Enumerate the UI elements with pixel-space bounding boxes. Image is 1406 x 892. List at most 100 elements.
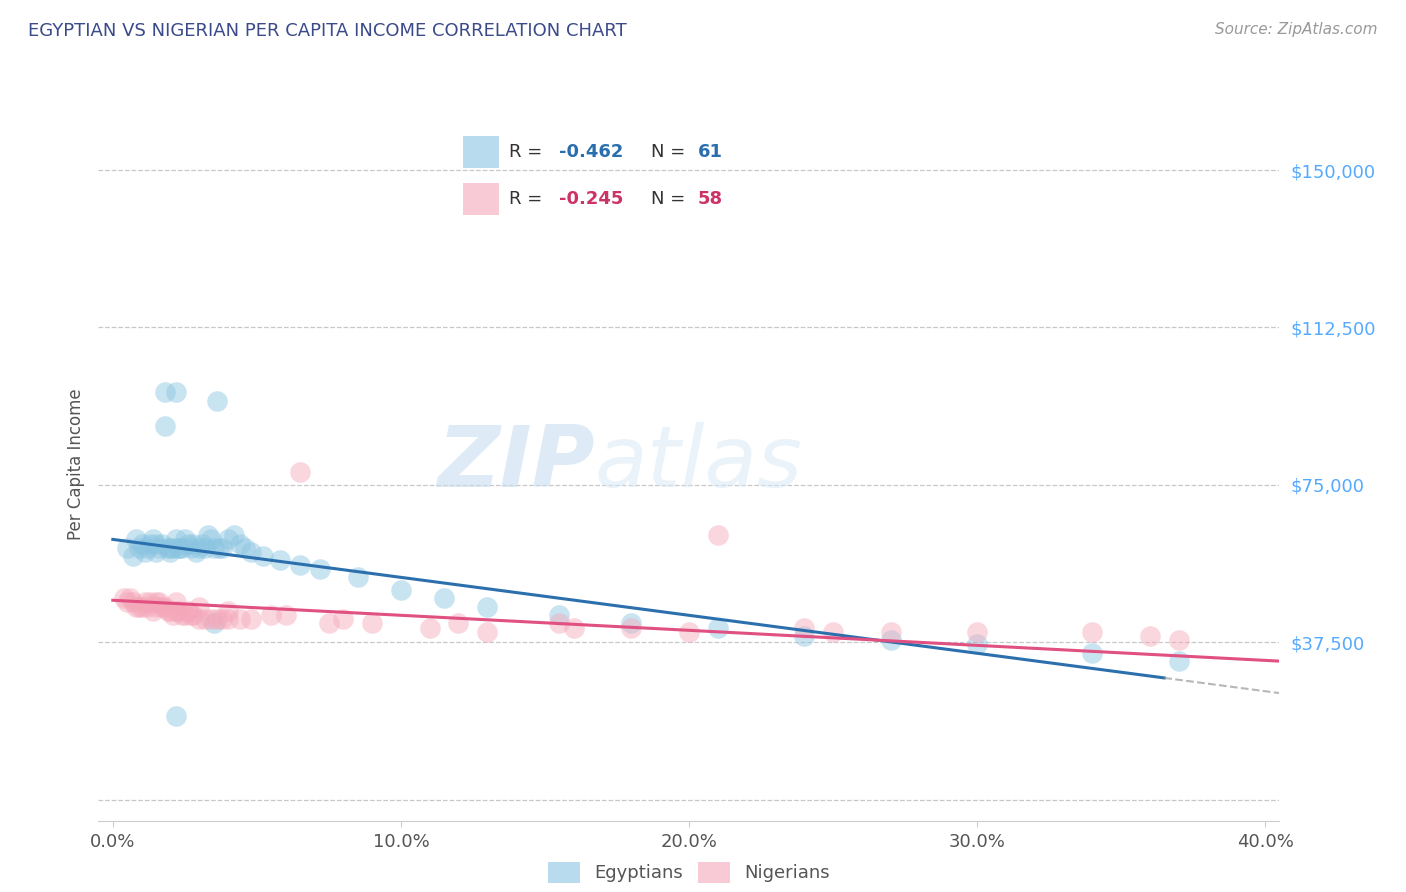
Point	[170, 541, 193, 555]
Point	[706, 621, 728, 635]
Point	[167, 541, 190, 555]
Point	[269, 553, 291, 567]
Point	[200, 533, 222, 547]
FancyBboxPatch shape	[463, 183, 499, 215]
Point	[139, 595, 162, 609]
Point	[145, 536, 167, 550]
Point	[165, 533, 187, 547]
Point	[879, 633, 901, 648]
Point	[180, 541, 202, 555]
Point	[217, 533, 239, 547]
Point	[170, 607, 193, 622]
Text: atlas: atlas	[595, 422, 803, 506]
Point	[165, 708, 187, 723]
Point	[260, 607, 283, 622]
Point	[240, 545, 263, 559]
Point	[153, 419, 176, 434]
Point	[793, 621, 815, 635]
Point	[115, 595, 138, 609]
Point	[156, 604, 179, 618]
Point	[793, 629, 815, 643]
Point	[159, 604, 181, 618]
Point	[115, 541, 138, 555]
Text: R =: R =	[509, 190, 548, 208]
Point	[139, 536, 162, 550]
Point	[252, 549, 274, 564]
Point	[188, 612, 211, 626]
Point	[208, 541, 231, 555]
Point	[122, 595, 145, 609]
Point	[186, 545, 208, 559]
Point	[548, 607, 571, 622]
Point	[131, 536, 153, 550]
Point	[125, 599, 148, 614]
Point	[318, 616, 340, 631]
Point	[477, 624, 499, 639]
Point	[136, 541, 159, 555]
Point	[188, 541, 211, 555]
Point	[150, 536, 173, 550]
Text: 61: 61	[697, 143, 723, 161]
Point	[562, 621, 585, 635]
Point	[159, 545, 181, 559]
Point	[447, 616, 470, 631]
Point	[205, 393, 228, 408]
Text: -0.245: -0.245	[558, 190, 623, 208]
Point	[419, 621, 441, 635]
Point	[211, 541, 233, 555]
Point	[165, 604, 187, 618]
Point	[159, 541, 181, 555]
Point	[274, 607, 297, 622]
Point	[288, 558, 311, 572]
Point	[361, 616, 384, 631]
Point	[548, 616, 571, 631]
Point	[821, 624, 844, 639]
Point	[678, 624, 700, 639]
Point	[167, 541, 190, 555]
Point	[145, 599, 167, 614]
Point	[148, 541, 170, 555]
Point	[128, 541, 150, 555]
Point	[620, 621, 643, 635]
Point	[197, 528, 219, 542]
Point	[194, 541, 217, 555]
Point	[228, 536, 250, 550]
Point	[148, 595, 170, 609]
Point	[706, 528, 728, 542]
Point	[200, 612, 222, 626]
Point	[153, 599, 176, 614]
Point	[205, 612, 228, 626]
Point	[167, 604, 190, 618]
Point	[156, 541, 179, 555]
Point	[1081, 624, 1104, 639]
Point	[122, 549, 145, 564]
Point	[177, 604, 200, 618]
Text: EGYPTIAN VS NIGERIAN PER CAPITA INCOME CORRELATION CHART: EGYPTIAN VS NIGERIAN PER CAPITA INCOME C…	[28, 22, 627, 40]
Point	[173, 533, 195, 547]
Point	[120, 591, 142, 606]
Point	[217, 604, 239, 618]
Point	[180, 607, 202, 622]
Point	[879, 624, 901, 639]
Y-axis label: Per Capita Income: Per Capita Income	[66, 388, 84, 540]
FancyBboxPatch shape	[463, 136, 499, 168]
Text: N =: N =	[651, 143, 692, 161]
Point	[346, 570, 368, 584]
Point	[112, 591, 135, 606]
Point	[288, 465, 311, 479]
Point	[202, 541, 225, 555]
Point	[165, 385, 187, 400]
Point	[222, 528, 245, 542]
Text: ZIP: ZIP	[437, 422, 595, 506]
Point	[202, 616, 225, 631]
Point	[477, 599, 499, 614]
Point	[150, 599, 173, 614]
Point	[966, 624, 988, 639]
Point	[966, 637, 988, 651]
Point	[217, 612, 239, 626]
Text: 58: 58	[697, 190, 723, 208]
Point	[233, 541, 256, 555]
Point	[134, 545, 156, 559]
Point	[309, 562, 332, 576]
Legend: Egyptians, Nigerians: Egyptians, Nigerians	[540, 855, 838, 890]
